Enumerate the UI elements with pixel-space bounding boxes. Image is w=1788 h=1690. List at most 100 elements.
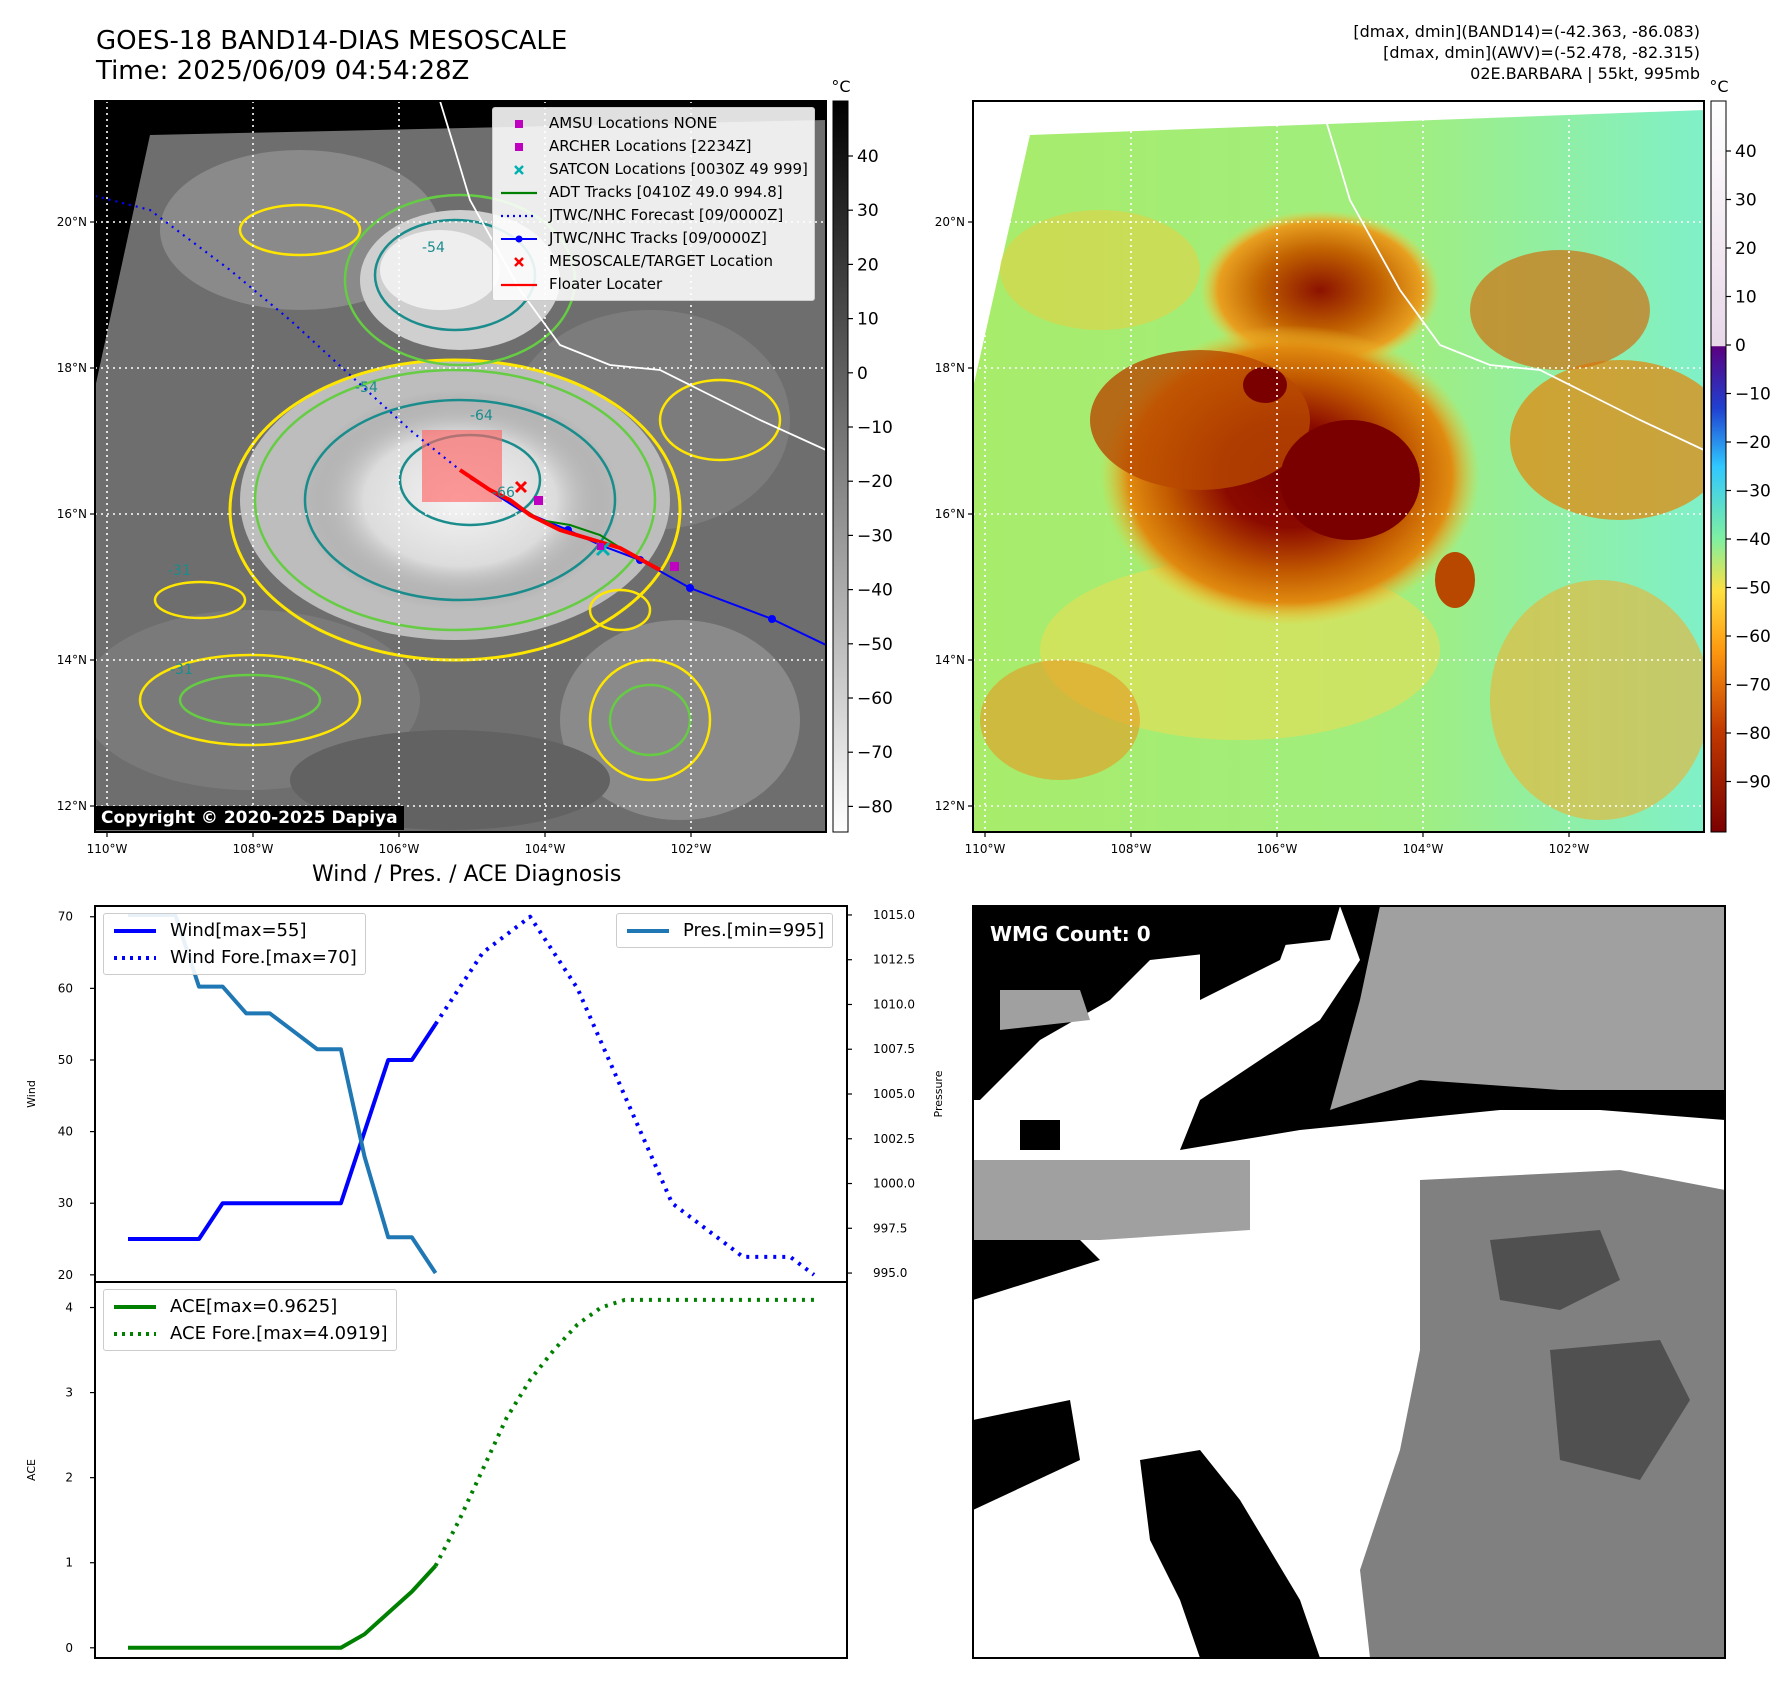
colorbar-label: 10: [857, 310, 879, 330]
y-right-tick-label: 1012.5: [873, 953, 915, 967]
legend-item: Wind[max=55]: [112, 917, 357, 944]
lon-label: 102°W: [1549, 842, 1590, 856]
y-tick-label: 60: [58, 981, 73, 995]
contour-label: -31: [170, 662, 193, 678]
y-right-tick-label: 1005.0: [873, 1087, 915, 1101]
legend-label: ACE[max=0.9625]: [170, 1296, 338, 1317]
y-axis-label: Wind: [25, 1080, 38, 1108]
colorbar-label: 10: [1735, 288, 1757, 308]
info-band14: [dmax, dmin](BAND14)=(-42.363, -86.083): [1353, 22, 1700, 41]
chart-title: Wind / Pres. / ACE Diagnosis: [312, 862, 622, 887]
colorbar-label: 40: [1735, 142, 1757, 162]
lon-label: 102°W: [671, 842, 712, 856]
colorbar-label: 20: [1735, 239, 1757, 259]
colorbar-label: −70: [1735, 676, 1771, 696]
legend-label: Wind[max=55]: [170, 920, 307, 941]
contour-label: -66: [492, 485, 515, 501]
lon-label: 106°W: [1257, 842, 1298, 856]
legend-item: ADT Tracks [0410Z 49.0 994.8]: [499, 181, 808, 204]
legend-item: ARCHER Locations [2234Z]: [499, 135, 808, 158]
legend-label: ACE Fore.[max=4.0919]: [170, 1323, 388, 1344]
y-right-tick-label: 1000.0: [873, 1177, 915, 1191]
y-axis-label: ACE: [25, 1459, 38, 1481]
legend-symbol-icon: [499, 275, 539, 295]
colorbar-label: −40: [857, 581, 893, 601]
colorbar-label: 30: [1735, 191, 1757, 211]
legend-symbol-icon: [112, 1297, 158, 1317]
ace-legend: ACE[max=0.9625] ACE Fore.[max=4.0919]: [103, 1289, 397, 1351]
legend-item: ACE Fore.[max=4.0919]: [112, 1320, 388, 1347]
contour-label: -64: [470, 408, 493, 424]
colorbar-label: 0: [1735, 336, 1746, 356]
y-right-axis-label: Pressure: [932, 1070, 945, 1117]
colorbar-label: −30: [1735, 482, 1771, 502]
lat-label: 20°N: [57, 215, 87, 229]
pressure-legend: Pres.[min=995]: [616, 913, 834, 948]
y-right-tick-label: 995.0: [873, 1266, 907, 1280]
y-right-tick-label: 997.5: [873, 1221, 907, 1235]
colorbar-label: 0: [857, 364, 868, 384]
legend-item: JTWC/NHC Forecast [09/0000Z]: [499, 204, 808, 227]
wmg-count-label: WMG Count: 0: [990, 922, 1151, 946]
colorbar-label: −90: [1735, 773, 1771, 793]
y-right-tick-label: 1007.5: [873, 1042, 915, 1056]
colorbar-unit: °C: [1709, 77, 1728, 96]
lat-label: 18°N: [935, 361, 965, 375]
colorbar-label: −80: [857, 797, 893, 817]
legend-item: Floater Locater: [499, 273, 808, 296]
y-tick-label: 4: [65, 1301, 73, 1315]
colorbar-label: 20: [857, 255, 879, 275]
wind-legend: Wind[max=55] Wind Fore.[max=70]: [103, 913, 366, 975]
legend-item: JTWC/NHC Tracks [09/0000Z]: [499, 227, 808, 250]
lon-label: 104°W: [525, 842, 566, 856]
legend-symbol-icon: [499, 160, 539, 180]
page-time: Time: 2025/06/09 04:54:28Z: [96, 56, 470, 86]
ir-legend: AMSU Locations NONE ARCHER Locations [223…: [492, 107, 815, 301]
colorbar-label: −10: [1735, 385, 1771, 405]
legend-symbol-icon: [625, 921, 671, 941]
legend-symbol-icon: [499, 252, 539, 272]
y-right-tick-label: 1010.0: [873, 997, 915, 1011]
colorbar-label: −50: [1735, 579, 1771, 599]
legend-symbol-icon: [499, 206, 539, 226]
colorbar-label: −20: [1735, 433, 1771, 453]
colorbar-label: −60: [1735, 627, 1771, 647]
y-tick-label: 40: [58, 1125, 73, 1139]
legend-symbol-icon: [499, 229, 539, 249]
colorbar-label: −30: [857, 526, 893, 546]
legend-label: AMSU Locations NONE: [549, 114, 718, 132]
contour-label: -31: [168, 563, 191, 579]
legend-item: MESOSCALE/TARGET Location: [499, 250, 808, 273]
series-line-0: [128, 1023, 438, 1242]
awv-colorbar: [1710, 100, 1727, 833]
y-tick-label: 70: [58, 910, 73, 924]
ir-colorbar: [832, 100, 849, 833]
y-tick-label: 3: [65, 1386, 73, 1400]
legend-item: Pres.[min=995]: [625, 917, 824, 944]
lon-label: 104°W: [1403, 842, 1444, 856]
colorbar-label: −10: [857, 418, 893, 438]
lat-label: 12°N: [935, 799, 965, 813]
lat-label: 18°N: [57, 361, 87, 375]
series-line-0: [128, 1564, 437, 1650]
legend-label: ADT Tracks [0410Z 49.0 994.8]: [549, 183, 783, 201]
legend-item: ACE[max=0.9625]: [112, 1293, 388, 1320]
lon-label: 108°W: [233, 842, 274, 856]
contour-label: -54: [355, 380, 378, 396]
colorbar-label: −70: [857, 743, 893, 763]
y-tick-label: 0: [65, 1641, 73, 1655]
legend-label: JTWC/NHC Forecast [09/0000Z]: [549, 206, 784, 224]
legend-item: SATCON Locations [0030Z 49 999]: [499, 158, 808, 181]
lat-label: 14°N: [57, 653, 87, 667]
info-storm: 02E.BARBARA | 55kt, 995mb: [1470, 64, 1700, 83]
y-right-tick-label: 1015.0: [873, 908, 915, 922]
legend-label: MESOSCALE/TARGET Location: [549, 252, 774, 270]
y-tick-label: 50: [58, 1053, 73, 1067]
lat-label: 12°N: [57, 799, 87, 813]
legend-symbol-icon: [112, 921, 158, 941]
y-right-tick-label: 1002.5: [873, 1132, 915, 1146]
legend-symbol-icon: [499, 114, 539, 134]
copyright-notice: Copyright © 2020-2025 Dapiya: [95, 806, 404, 830]
colorbar-label: −50: [857, 635, 893, 655]
